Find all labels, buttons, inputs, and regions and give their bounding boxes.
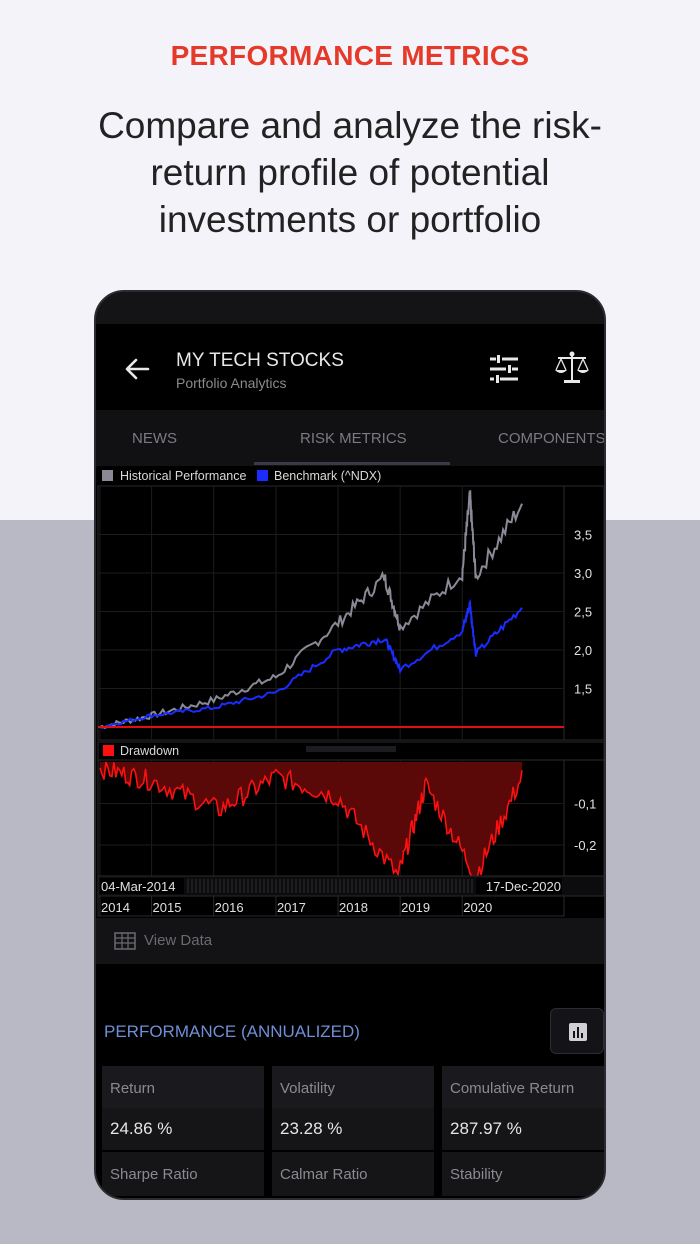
metric-card-sharpe-ratio: Sharpe Ratio [102,1152,264,1196]
metric-card-return: Return 24.86 % [102,1066,264,1150]
app-bar: MY TECH STOCKS Portfolio Analytics [96,324,604,410]
year-label: 2019 [401,900,430,915]
drawdown-line [99,761,523,881]
tab-risk-metrics[interactable]: RISK METRICS [300,430,407,447]
tab-news[interactable]: NEWS [132,430,177,447]
bar-chart-icon [569,1023,587,1041]
metric-label: Comulative Return [450,1080,575,1097]
performance-chart-button[interactable] [550,1008,604,1054]
metric-label: Return [110,1080,156,1097]
metric-value: 24.86 % [110,1119,173,1138]
app-screen: MY TECH STOCKS Portfolio Analytics [96,324,606,1198]
chart-drag-handle[interactable] [306,746,396,752]
year-label: 2020 [463,900,492,915]
back-arrow-icon[interactable] [122,354,152,384]
metric-value: 23.28 % [280,1119,343,1138]
metric-label: Stability [450,1166,503,1183]
tab-components[interactable]: COMPONENTS [498,430,606,447]
chart-area: Historical Performance Benchmark (^NDX) … [96,466,604,918]
price-chart-frame [97,485,604,741]
promo-headline: PERFORMANCE METRICS [170,40,530,71]
metric-card-volatility: Volatility 23.28 % [272,1066,434,1150]
metric-label: Volatility [280,1080,336,1097]
legend-swatch-drawdown [103,745,114,756]
year-label: 2015 [153,900,182,915]
view-data-button[interactable]: View Data [96,918,604,964]
phone-frame: MY TECH STOCKS Portfolio Analytics [94,290,606,1200]
legend-swatch-benchmark [257,470,268,481]
metric-card-calmar-ratio: Calmar Ratio [272,1152,434,1196]
view-data-label: View Data [144,932,213,949]
y-tick-label: 3,5 [574,528,592,543]
y-tick-label: 2,0 [574,643,592,658]
historical-performance-line [99,490,523,730]
legend-label-benchmark: Benchmark (^NDX) [274,469,381,483]
tab-bar: NEWS RISK METRICS COMPONENTS [96,410,606,466]
year-label: 2017 [277,900,306,915]
legend-swatch-historical [102,470,113,481]
filter-sliders-icon[interactable] [488,354,520,384]
active-tab-indicator [254,462,450,465]
y-tick-label: 1,5 [574,682,592,697]
legend-label-historical: Historical Performance [120,469,246,483]
benchmark-line [99,598,523,730]
metric-value: 287.97 % [450,1119,522,1138]
y-tick-label: 2,5 [574,605,592,620]
year-label: 2014 [101,900,130,915]
legend-label-drawdown: Drawdown [120,744,179,758]
drawdown-area [100,762,522,880]
metric-card-cumulative-return: Comulative Return 287.97 % [442,1066,604,1150]
portfolio-title: MY TECH STOCKS [176,350,344,371]
metric-label: Sharpe Ratio [110,1166,198,1183]
range-end-date: 17-Dec-2020 [486,879,561,894]
metric-label: Calmar Ratio [280,1166,368,1183]
balance-scale-icon[interactable] [554,350,590,386]
performance-section-title: PERFORMANCE (ANNUALIZED) [104,1022,360,1041]
table-icon [114,932,136,950]
promo-subline: Compare and analyze the risk-return prof… [98,105,602,240]
performance-chart: Historical Performance Benchmark (^NDX) … [96,466,604,918]
year-label: 2016 [215,900,244,915]
y-tick-label: -0,2 [574,838,596,853]
metric-card-stability: Stability [442,1152,604,1196]
y-tick-label: 3,0 [574,566,592,581]
range-start-date: 04-Mar-2014 [101,879,175,894]
portfolio-subtitle: Portfolio Analytics [176,375,287,391]
year-label: 2018 [339,900,368,915]
y-tick-label: -0,1 [574,796,596,811]
